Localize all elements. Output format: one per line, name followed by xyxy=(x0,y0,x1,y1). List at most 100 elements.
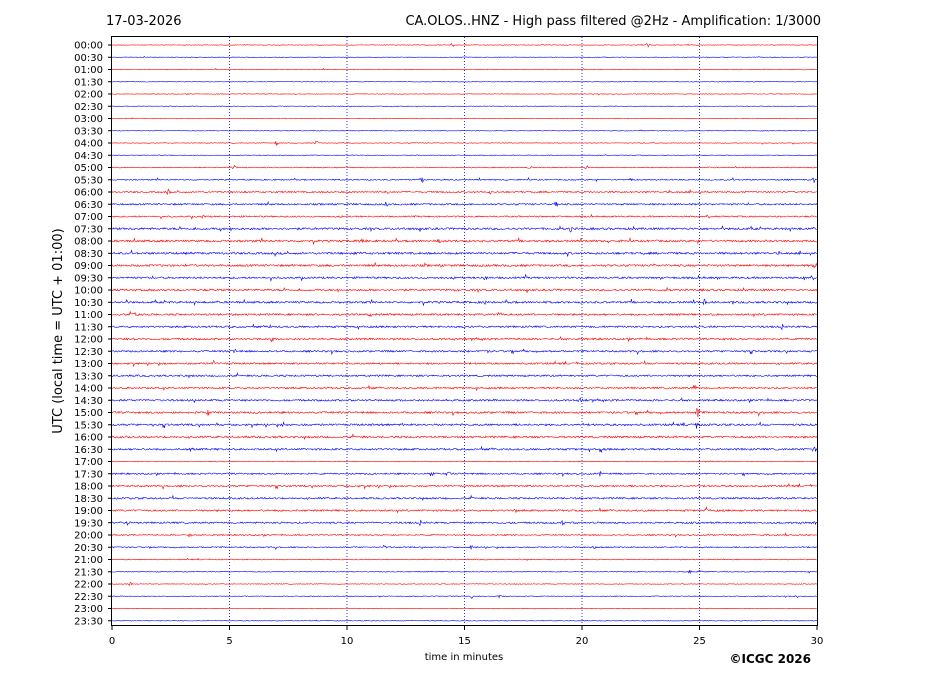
row-time-label: 03:00 xyxy=(74,114,103,125)
row-time-label: 13:00 xyxy=(74,359,103,370)
row-time-label: 20:00 xyxy=(74,531,103,542)
trace-line xyxy=(111,397,818,404)
trace-line xyxy=(111,81,818,83)
trace-line xyxy=(111,237,818,245)
trace-line xyxy=(111,298,818,306)
trace-line xyxy=(111,460,817,463)
row-time-label: 00:00 xyxy=(74,41,103,52)
x-tick-label: 10 xyxy=(341,636,354,647)
row-time-label: 10:30 xyxy=(74,298,103,309)
row-time-label: 10:00 xyxy=(74,286,103,297)
x-tick-label: 0 xyxy=(109,636,115,647)
row-time-label: 12:00 xyxy=(74,335,103,346)
copyright-notice: ©ICGC 2026 xyxy=(729,652,811,666)
row-time-label: 02:30 xyxy=(74,102,103,113)
x-tick-label: 15 xyxy=(458,636,471,647)
row-time-label: 21:00 xyxy=(74,555,103,566)
row-time-label: 19:00 xyxy=(74,506,103,517)
row-time-label: 08:30 xyxy=(74,249,103,260)
trace-line xyxy=(111,607,817,610)
trace-line xyxy=(111,532,817,538)
row-time-label: 17:30 xyxy=(74,469,103,480)
trace-line xyxy=(111,129,818,132)
row-time-label: 01:00 xyxy=(74,65,103,76)
trace-line xyxy=(111,348,818,356)
trace-line xyxy=(111,336,818,343)
row-time-label: 02:00 xyxy=(74,90,103,101)
trace-line xyxy=(111,582,818,587)
row-time-label: 22:30 xyxy=(74,592,103,603)
trace-line xyxy=(111,494,818,502)
row-time-label: 15:00 xyxy=(74,408,103,419)
row-time-label: 00:30 xyxy=(74,53,103,64)
row-time-label: 05:00 xyxy=(74,163,103,174)
trace-line xyxy=(111,105,817,108)
trace-line xyxy=(111,372,818,379)
row-time-label: 11:00 xyxy=(74,310,103,321)
trace-line xyxy=(111,200,818,207)
trace-line xyxy=(111,93,817,96)
trace-line xyxy=(111,286,818,294)
trace-line xyxy=(111,154,818,157)
row-time-label: 05:30 xyxy=(74,175,103,186)
row-time-label: 16:00 xyxy=(74,433,103,444)
row-time-label: 06:00 xyxy=(74,188,103,199)
date-label: 17-03-2026 xyxy=(106,14,182,29)
x-tick-label: 5 xyxy=(226,636,232,647)
row-time-label: 09:30 xyxy=(74,273,103,284)
trace-line xyxy=(111,164,817,170)
x-axis-ticks: 0 5 10 15 20 25 30 xyxy=(109,626,824,647)
row-time-label: 23:00 xyxy=(74,604,103,615)
row-time-label: 07:30 xyxy=(74,224,103,235)
trace-line xyxy=(111,176,818,184)
trace-line xyxy=(111,67,818,71)
row-time-label: 23:30 xyxy=(74,616,103,627)
row-time-label: 13:30 xyxy=(74,371,103,382)
trace-line xyxy=(111,225,818,233)
row-time-label: 03:30 xyxy=(74,126,103,137)
row-time-label: 17:00 xyxy=(74,457,103,468)
trace-line xyxy=(111,359,818,368)
row-time-label: 19:30 xyxy=(74,518,103,529)
trace-line xyxy=(111,482,818,490)
trace-line xyxy=(111,117,818,120)
row-time-label: 14:30 xyxy=(74,396,103,407)
y-axis-label: UTC (local time = UTC + 01:00) xyxy=(51,228,66,433)
row-time-label: 14:00 xyxy=(74,384,103,395)
trace-line xyxy=(111,408,818,418)
row-time-label: 07:00 xyxy=(74,212,103,223)
trace-line xyxy=(111,140,817,147)
trace-line xyxy=(111,519,818,527)
trace-line xyxy=(111,557,817,562)
trace-line xyxy=(111,262,818,269)
trace-line xyxy=(111,310,818,318)
trace-line xyxy=(111,445,818,453)
vertical-gridlines xyxy=(229,37,700,625)
trace-line xyxy=(111,506,817,514)
row-time-label: 18:00 xyxy=(74,482,103,493)
trace-line xyxy=(111,42,818,48)
trace-line xyxy=(111,273,817,282)
row-time-label: 04:00 xyxy=(74,139,103,150)
trace-line xyxy=(111,471,818,478)
x-tick-label: 30 xyxy=(811,636,824,647)
trace-line xyxy=(111,544,818,551)
chart-title: CA.OLOS..HNZ - High pass filtered @2Hz -… xyxy=(405,14,821,29)
trace-line xyxy=(111,433,818,441)
x-tick-label: 25 xyxy=(693,636,706,647)
row-time-label: 09:00 xyxy=(74,261,103,272)
row-time-label: 01:30 xyxy=(74,77,103,88)
trace-line xyxy=(111,188,817,195)
trace-line xyxy=(111,421,818,429)
trace-line xyxy=(111,323,818,331)
row-time-label: 15:30 xyxy=(74,420,103,431)
row-time-label: 16:30 xyxy=(74,445,103,456)
trace-line xyxy=(111,213,818,220)
row-time-label: 11:30 xyxy=(74,322,103,333)
trace-line xyxy=(111,55,818,58)
row-time-label: 20:30 xyxy=(74,543,103,554)
row-time-label: 22:00 xyxy=(74,580,103,591)
x-axis-label: time in minutes xyxy=(425,652,504,663)
